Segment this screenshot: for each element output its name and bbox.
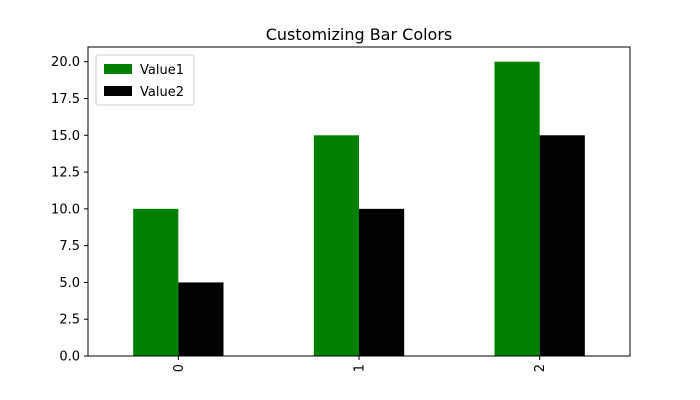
y-tick-label: 15.0 xyxy=(51,129,80,144)
bar-value1-1 xyxy=(313,135,359,356)
bars-layer xyxy=(133,61,585,356)
x-tick-label: 2 xyxy=(533,364,548,372)
bar-value2-2 xyxy=(539,135,585,356)
legend-swatch-value2 xyxy=(104,86,132,96)
legend-label-value1: Value1 xyxy=(140,63,184,78)
y-tick-label: 2.5 xyxy=(59,313,80,328)
bar-value1-2 xyxy=(494,61,540,356)
legend-label-value2: Value2 xyxy=(140,85,184,100)
legend: Value1 Value2 xyxy=(95,54,195,106)
x-tick-label: 0 xyxy=(172,364,187,372)
y-tick-label: 0.0 xyxy=(59,350,80,365)
chart-title: Customizing Bar Colors xyxy=(266,25,453,44)
y-tick-label: 17.5 xyxy=(51,92,80,107)
y-tick-label: 12.5 xyxy=(51,166,80,181)
bar-value2-0 xyxy=(178,282,224,356)
axes-layer: 0.0 2.5 5.0 7.5 10.0 12.5 15.0 17.5 20.0 0 1 2 xyxy=(51,46,631,372)
legend-swatch-value1 xyxy=(104,64,132,74)
y-tick-label: 20.0 xyxy=(51,55,80,70)
x-tick-label: 1 xyxy=(353,364,368,372)
y-tick-label: 10.0 xyxy=(51,202,80,217)
bar-value2-1 xyxy=(359,208,405,356)
y-tick-label: 7.5 xyxy=(59,239,80,254)
y-tick-label: 5.0 xyxy=(59,276,80,291)
bar-value1-0 xyxy=(133,208,179,356)
